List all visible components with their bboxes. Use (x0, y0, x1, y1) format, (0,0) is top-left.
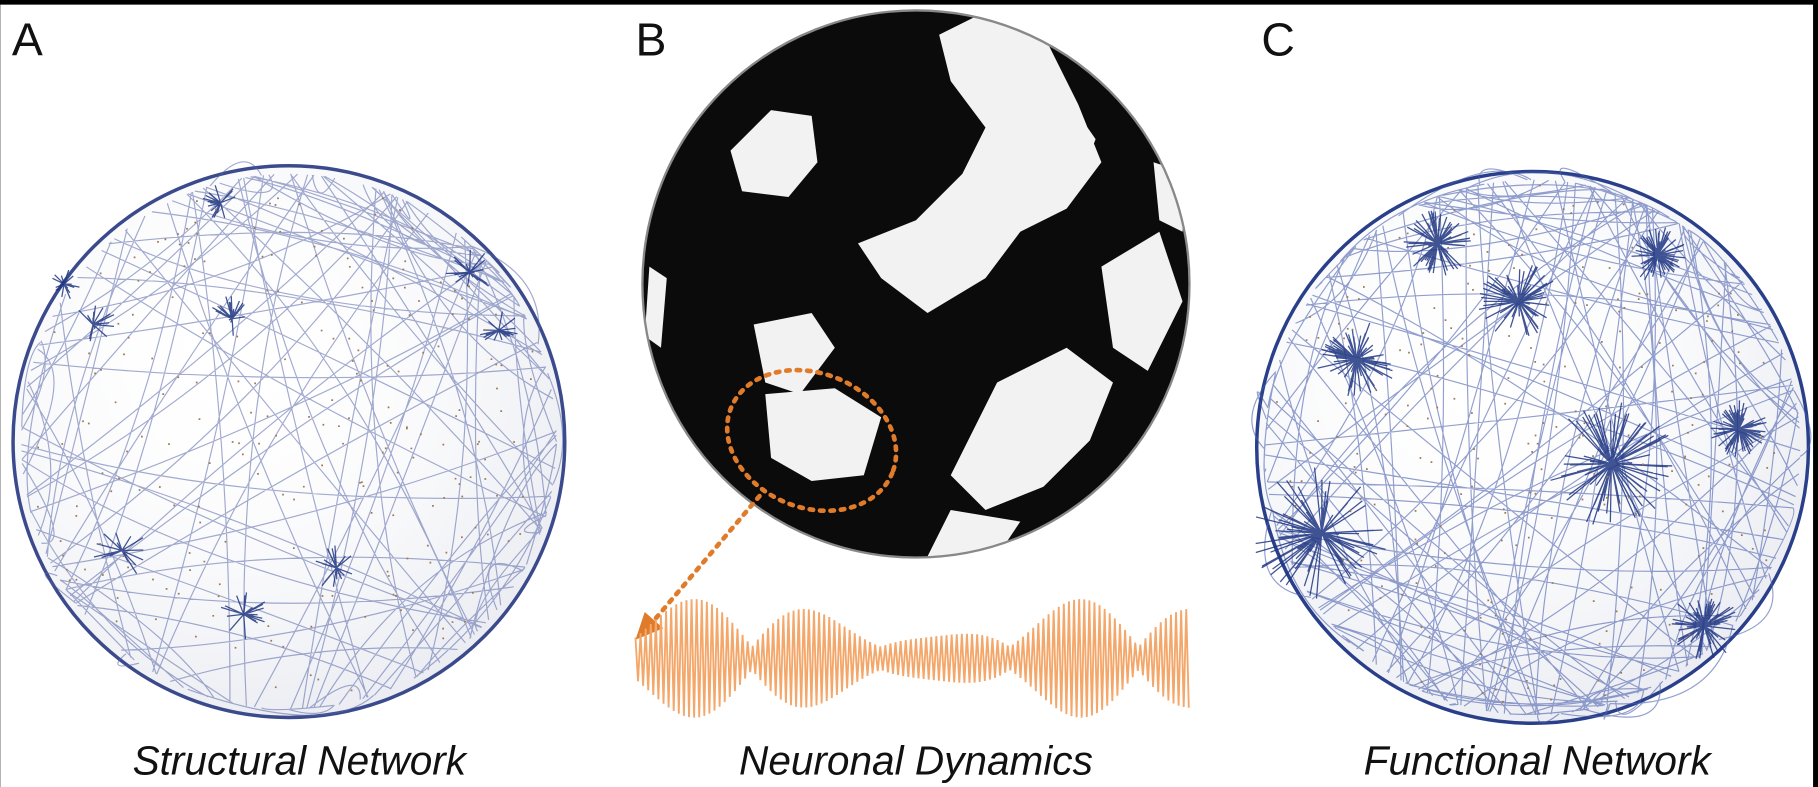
panel-label: B (635, 14, 666, 66)
panel-label: C (1261, 14, 1294, 66)
panel-caption: Functional Network (1364, 737, 1713, 783)
panel-caption: Structural Network (133, 737, 468, 783)
activity-sphere (642, 10, 1189, 557)
panel-label: A (12, 14, 43, 66)
page: A Structural Network B Neuronal Dynamics… (0, 0, 1818, 787)
panel-caption: Neuronal Dynamics (739, 737, 1093, 783)
figure: A Structural Network B Neuronal Dynamics… (0, 0, 1818, 787)
